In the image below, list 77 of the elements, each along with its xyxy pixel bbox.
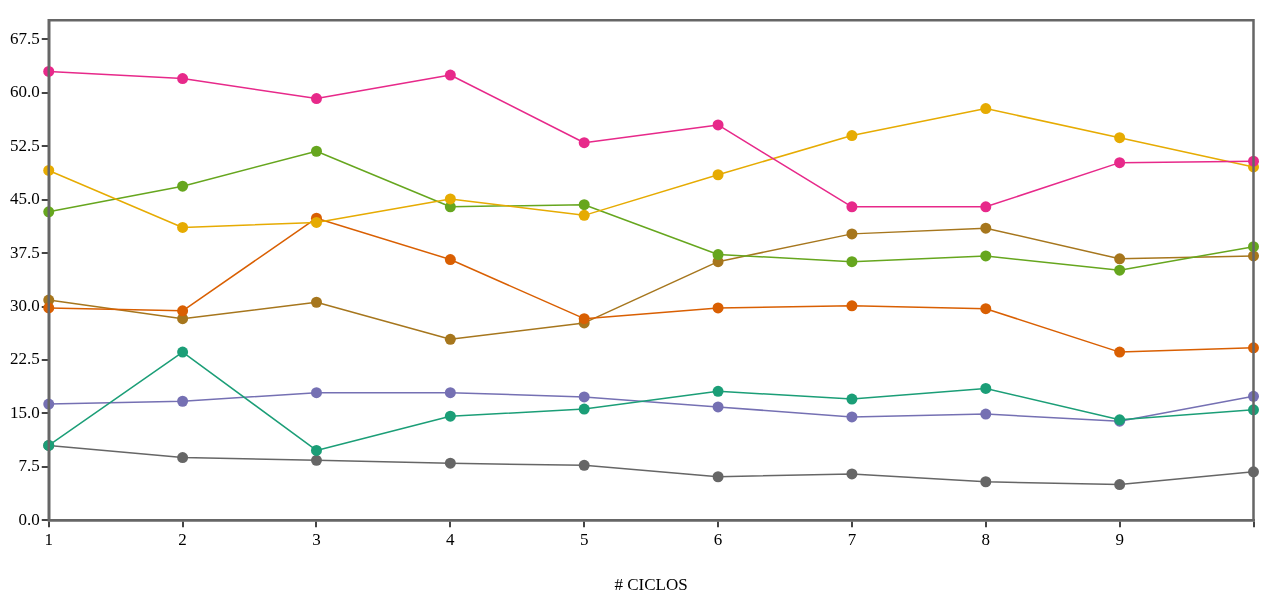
- point: [177, 221, 189, 233]
- x-tick-label: 8: [981, 529, 991, 549]
- point: [712, 401, 724, 413]
- point: [310, 216, 322, 228]
- point: [980, 103, 992, 115]
- point: [712, 302, 724, 314]
- point: [310, 454, 322, 466]
- point: [444, 193, 456, 205]
- point: [578, 137, 590, 149]
- y-tick-label: 22.5: [10, 349, 40, 369]
- x-tick-label: 5: [579, 529, 589, 549]
- point: [444, 457, 456, 469]
- y-tick-label: 37.5: [10, 242, 40, 262]
- y-tick-label: 7.5: [18, 456, 40, 476]
- x-tick-label: 7: [847, 529, 857, 549]
- point: [1114, 346, 1126, 358]
- point: [1114, 253, 1126, 265]
- point: [578, 459, 590, 471]
- point: [846, 411, 858, 423]
- point: [578, 403, 590, 415]
- point: [1114, 132, 1126, 144]
- y-tick-label: 67.5: [10, 28, 40, 48]
- point: [177, 452, 189, 464]
- point: [177, 305, 189, 317]
- point: [1114, 479, 1126, 491]
- point: [846, 228, 858, 240]
- point: [712, 385, 724, 397]
- point: [846, 130, 858, 142]
- x-tick-label: 1: [44, 529, 53, 549]
- point: [846, 201, 858, 213]
- point: [444, 69, 456, 81]
- point: [177, 73, 189, 85]
- point: [980, 476, 992, 488]
- point: [980, 222, 992, 234]
- point: [980, 408, 992, 420]
- y-tick-label: 52.5: [10, 135, 40, 155]
- point: [177, 180, 189, 192]
- x-tick-label: 3: [312, 529, 321, 549]
- point: [310, 145, 322, 157]
- point: [712, 169, 724, 181]
- y-tick-label: 45.0: [10, 189, 40, 209]
- point: [310, 93, 322, 105]
- point: [1114, 157, 1126, 169]
- point: [444, 387, 456, 399]
- point: [846, 300, 858, 312]
- point: [177, 346, 189, 358]
- point: [980, 303, 992, 315]
- point: [177, 395, 189, 407]
- x-tick-label: 9: [1115, 529, 1124, 549]
- point: [1114, 264, 1126, 276]
- point: [980, 382, 992, 394]
- y-tick-label: 30.0: [10, 295, 40, 315]
- point: [846, 468, 858, 480]
- y-tick-label: 0.0: [18, 509, 40, 529]
- point: [444, 333, 456, 345]
- x-tick-label: 6: [713, 529, 723, 549]
- point: [712, 471, 724, 483]
- y-tick-label: 60.0: [10, 82, 40, 102]
- point: [712, 119, 724, 131]
- x-axis-title: # CICLOS: [614, 575, 688, 595]
- point: [310, 296, 322, 308]
- x-tick-label: 4: [446, 529, 456, 549]
- point: [310, 387, 322, 399]
- point: [980, 201, 992, 213]
- point: [578, 313, 590, 325]
- point: [578, 199, 590, 211]
- point: [444, 254, 456, 266]
- point: [578, 209, 590, 221]
- y-tick-label: 15.0: [10, 402, 40, 422]
- point: [310, 444, 322, 456]
- point: [712, 249, 724, 261]
- point: [444, 410, 456, 422]
- x-tick-label: 2: [178, 529, 187, 549]
- point: [846, 256, 858, 268]
- point: [980, 250, 992, 262]
- point: [578, 391, 590, 403]
- point: [846, 393, 858, 405]
